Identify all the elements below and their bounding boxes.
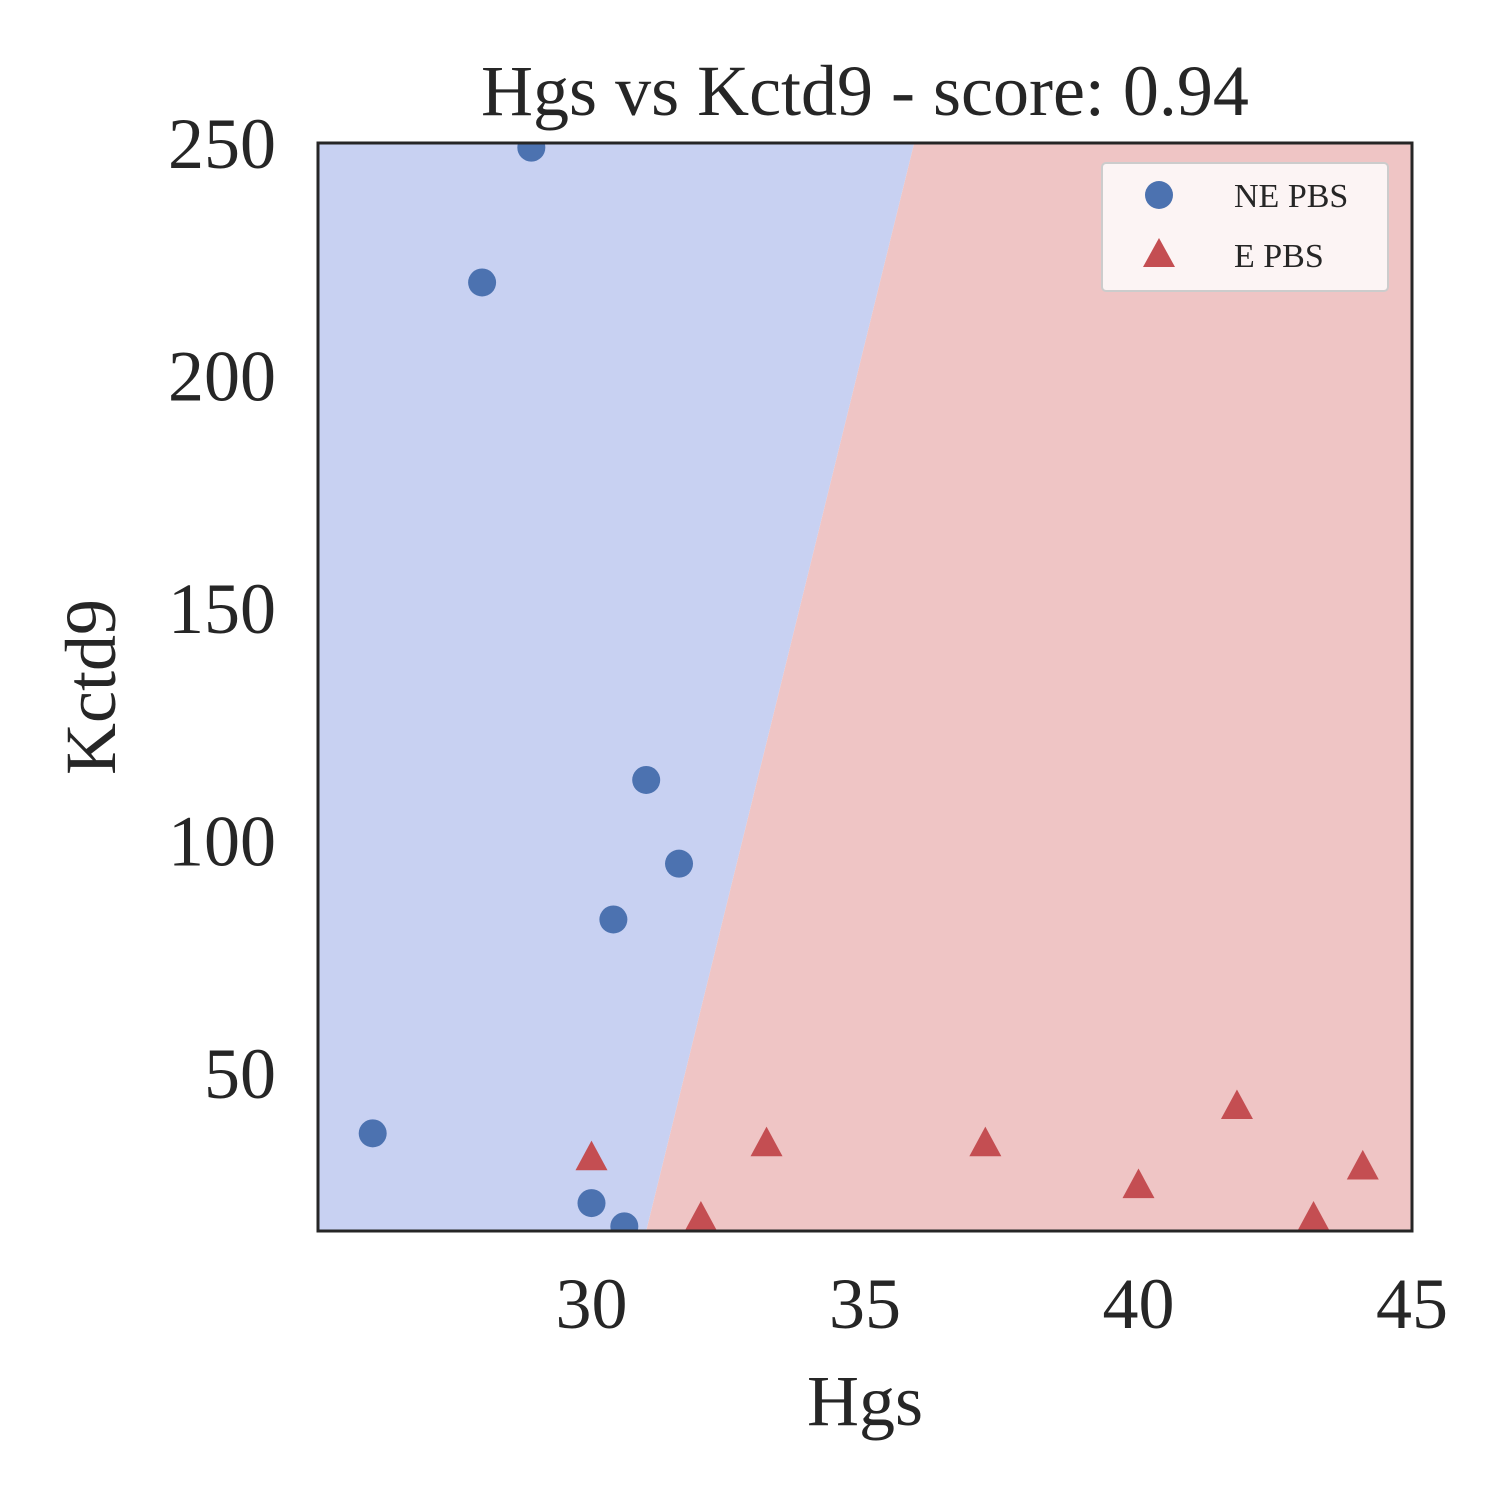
point-ne-pbs-2 bbox=[632, 765, 661, 794]
x-tick-label-35: 35 bbox=[829, 1264, 901, 1344]
point-ne-pbs-3 bbox=[665, 849, 694, 878]
point-ne-pbs-1 bbox=[468, 268, 497, 297]
legend-label-e-pbs: E PBS bbox=[1234, 238, 1324, 275]
point-ne-pbs-7 bbox=[610, 1212, 639, 1231]
point-ne-pbs-0 bbox=[517, 143, 546, 162]
chart-title: Hgs vs Kctd9 - score: 0.94 bbox=[481, 51, 1249, 131]
point-ne-pbs-6 bbox=[577, 1189, 606, 1218]
y-tick-label-200: 200 bbox=[168, 336, 276, 416]
legend-marker-e-pbs bbox=[1143, 238, 1175, 267]
point-e-pbs-0 bbox=[575, 1140, 608, 1171]
y-tick-label-250: 250 bbox=[168, 104, 276, 184]
point-e-pbs-4 bbox=[1122, 1168, 1155, 1199]
data-points bbox=[358, 143, 1379, 1231]
y-axis-ticks: 50 100 150 200 250 bbox=[168, 104, 276, 1114]
plot-frame bbox=[316, 141, 1414, 1233]
point-e-pbs-2 bbox=[969, 1126, 1002, 1157]
point-ne-pbs-4 bbox=[599, 905, 628, 934]
legend-marker-ne-pbs bbox=[1145, 181, 1173, 209]
region-ne-pbs bbox=[318, 143, 915, 1231]
y-tick-label-50: 50 bbox=[204, 1034, 276, 1114]
x-tick-label-30: 30 bbox=[556, 1264, 628, 1344]
y-tick-label-150: 150 bbox=[168, 569, 276, 649]
y-tick-label-100: 100 bbox=[168, 801, 276, 881]
x-tick-label-40: 40 bbox=[1103, 1264, 1175, 1344]
point-e-pbs-7 bbox=[1297, 1201, 1330, 1231]
point-e-pbs-6 bbox=[684, 1201, 717, 1231]
point-e-pbs-3 bbox=[1220, 1089, 1253, 1120]
x-tick-label-45: 45 bbox=[1376, 1264, 1448, 1344]
region-e-pbs bbox=[646, 143, 1412, 1231]
point-e-pbs-5 bbox=[1346, 1149, 1379, 1180]
decision-regions bbox=[318, 143, 1412, 1231]
legend-label-ne-pbs: NE PBS bbox=[1234, 178, 1348, 215]
legend-box bbox=[1101, 162, 1389, 292]
point-e-pbs-1 bbox=[750, 1126, 783, 1157]
legend: NE PBS E PBS bbox=[1101, 162, 1389, 292]
point-ne-pbs-5 bbox=[358, 1119, 387, 1148]
x-axis-ticks: 30 35 40 45 bbox=[556, 1264, 1449, 1344]
y-axis-label: Kctd9 bbox=[51, 599, 131, 775]
x-axis-label: Hgs bbox=[807, 1361, 923, 1441]
